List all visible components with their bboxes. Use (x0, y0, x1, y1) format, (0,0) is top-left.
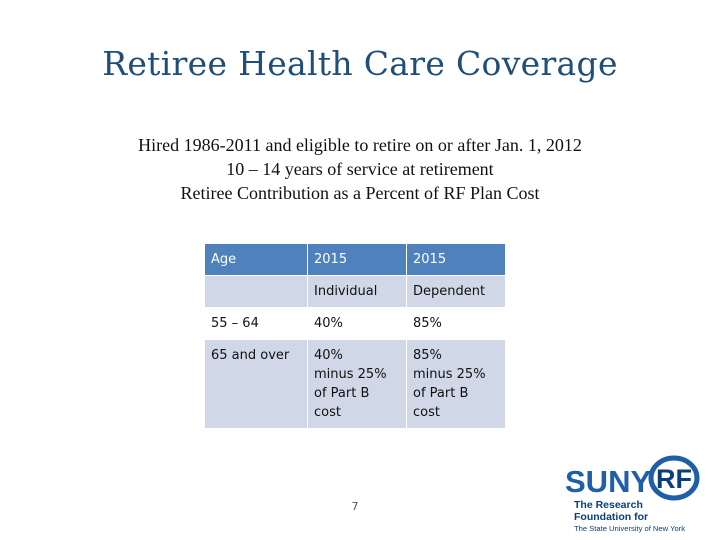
subheader-individual: Individual (307, 275, 406, 307)
table-header-row: Age 2015 2015 (205, 244, 505, 275)
slide-title: Retiree Health Care Coverage (102, 44, 618, 83)
cell-line: cost (413, 405, 440, 420)
cell-individual: 40% minus 25% of Part B cost (307, 339, 406, 428)
table-subheader-row: Individual Dependent (205, 275, 505, 307)
subheader-empty (205, 275, 307, 307)
rf-mark-icon: RF (648, 455, 700, 501)
logo-line-3: The State University of New York (574, 524, 685, 533)
table-row: 65 and over 40% minus 25% of Part B cost… (205, 339, 505, 428)
cell-line: cost (314, 405, 341, 420)
logo-line-2: Foundation for (574, 511, 648, 523)
cell-line: minus 25% (413, 367, 486, 382)
logo-mark: RF (656, 464, 692, 494)
cell-age: 55 – 64 (205, 307, 307, 339)
subtitle-line-2: 10 – 14 years of service at retirement (226, 159, 494, 179)
header-year-individual: 2015 (307, 244, 406, 275)
cell-line: of Part B (314, 386, 370, 401)
cell-individual: 40% (307, 307, 406, 339)
logo-wordmark: SUNY (565, 464, 651, 499)
header-age: Age (205, 244, 307, 275)
cell-line: 40% (314, 348, 343, 363)
cell-dependent: 85% minus 25% of Part B cost (406, 339, 505, 428)
suny-rf-logo: SUNY RF The Research Foundation for The … (565, 455, 700, 533)
subtitle-line-1: Hired 1986-2011 and eligible to retire o… (138, 135, 582, 155)
slide-subtitle: Hired 1986-2011 and eligible to retire o… (0, 133, 720, 205)
cell-line: 85% (413, 348, 442, 363)
subheader-dependent: Dependent (406, 275, 505, 307)
page-number: 7 (351, 500, 359, 513)
cell-dependent: 85% (406, 307, 505, 339)
cell-line: of Part B (413, 386, 469, 401)
contribution-table: Age 2015 2015 Individual Dependent 55 – … (205, 244, 505, 428)
cell-line: minus 25% (314, 367, 387, 382)
cell-age: 65 and over (205, 339, 307, 428)
subtitle-line-3: Retiree Contribution as a Percent of RF … (180, 183, 540, 203)
logo-line-1: The Research (574, 499, 643, 511)
table-row: 55 – 64 40% 85% (205, 307, 505, 339)
header-year-dependent: 2015 (406, 244, 505, 275)
